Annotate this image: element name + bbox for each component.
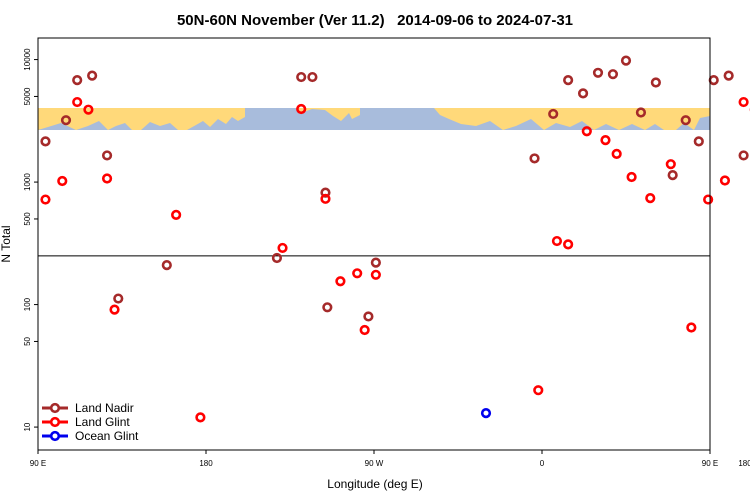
legend-land-glint-label: Land Glint: [75, 415, 130, 429]
land-glint-point: [611, 148, 622, 159]
map-land: [38, 108, 710, 130]
legend-land-glint-marker: [49, 416, 61, 428]
land-nadir-point: [607, 69, 619, 80]
land-nadir-point: [548, 108, 559, 120]
land-glint-point: [581, 126, 592, 137]
land-nadir-point: [87, 70, 98, 81]
legend-ocean-glint-marker: [49, 430, 61, 442]
land-glint-point: [40, 194, 51, 205]
land-nadir-point: [40, 136, 51, 147]
map-strip: [38, 108, 710, 130]
x-tick-label: 90 W: [365, 459, 384, 468]
plot-frame: [37, 37, 711, 451]
land-glint-point: [171, 209, 182, 220]
x-tick-label: 90 E: [30, 459, 46, 468]
land-nadir-point: [363, 311, 374, 322]
land-nadir-point: [161, 260, 172, 271]
land-glint-point: [719, 175, 731, 186]
data-points: [40, 55, 750, 423]
land-glint-point: [101, 173, 113, 184]
land-nadir-point: [271, 252, 283, 264]
land-nadir-point: [620, 55, 632, 66]
land-nadir-point: [296, 71, 307, 83]
land-nadir-point: [667, 170, 678, 181]
land-glint-point: [352, 268, 363, 279]
land-glint-point: [57, 175, 68, 187]
land-nadir-point: [307, 71, 318, 83]
y-tick-label: 100: [23, 297, 32, 311]
land-glint-point: [563, 239, 574, 250]
land-nadir-point: [592, 67, 604, 78]
chart-title: 50N-60N November (Ver 11.2) 2014-09-06 t…: [177, 12, 573, 29]
land-glint-point: [665, 159, 676, 170]
land-nadir-point: [529, 153, 540, 164]
land-glint-point: [738, 96, 749, 108]
land-nadir-point: [723, 70, 734, 81]
land-glint-point: [277, 242, 288, 254]
y-tick-label: 5000: [23, 87, 32, 105]
land-glint-point: [195, 412, 206, 423]
land-glint-point: [533, 385, 544, 396]
legend-land-nadir-label: Land Nadir: [75, 401, 134, 415]
y-tick-label: 500: [23, 212, 32, 226]
y-tick-label: 1000: [23, 173, 32, 191]
x-tick-label: 0: [540, 459, 545, 468]
land-glint-point: [296, 103, 307, 115]
land-nadir-point: [693, 136, 704, 147]
y-axis-label: N Total: [0, 225, 13, 262]
land-nadir-point: [322, 302, 333, 313]
land-glint-point: [686, 322, 697, 333]
land-nadir-point: [101, 150, 113, 161]
land-glint-point: [72, 96, 83, 108]
land-nadir-point: [650, 77, 661, 88]
legend-land-nadir-marker: [49, 402, 61, 414]
land-nadir-point: [320, 187, 331, 198]
land-glint-point: [600, 135, 611, 146]
land-nadir-point: [680, 115, 691, 126]
land-nadir-point: [635, 107, 647, 118]
y-tick-label: 50: [23, 336, 32, 345]
y-tick-label: 10: [23, 422, 32, 431]
land-nadir-point: [738, 150, 749, 161]
land-glint-point: [645, 192, 656, 204]
land-glint-point: [626, 171, 637, 183]
land-nadir-point: [370, 257, 381, 268]
land-nadir-point: [563, 74, 574, 86]
land-nadir-point: [577, 88, 589, 99]
x-tick-label: 180: [738, 459, 750, 468]
ocean-glint-point: [480, 408, 492, 419]
land-glint-point: [370, 269, 381, 280]
land-glint-point: [83, 104, 94, 115]
land-nadir-point: [113, 293, 124, 304]
x-axis-label: Longitude (deg E): [327, 477, 422, 491]
land-glint-point: [320, 193, 331, 204]
axes: 90 E 180 90 W 0 90 E 180 10 50 100 500 1000 5000 100…: [23, 48, 750, 468]
y-tick-label: 10000: [23, 48, 32, 71]
land-glint-point: [109, 304, 120, 315]
x-tick-label: 90 E: [702, 459, 718, 468]
x-tick-label: 180: [199, 459, 213, 468]
land-nadir-point: [60, 115, 72, 126]
land-glint-point: [551, 235, 563, 247]
land-glint-point: [359, 324, 370, 336]
land-glint-point: [335, 276, 346, 287]
land-glint-point: [703, 194, 714, 205]
legend-ocean-glint-label: Ocean Glint: [75, 429, 139, 443]
land-nadir-point: [72, 74, 83, 86]
